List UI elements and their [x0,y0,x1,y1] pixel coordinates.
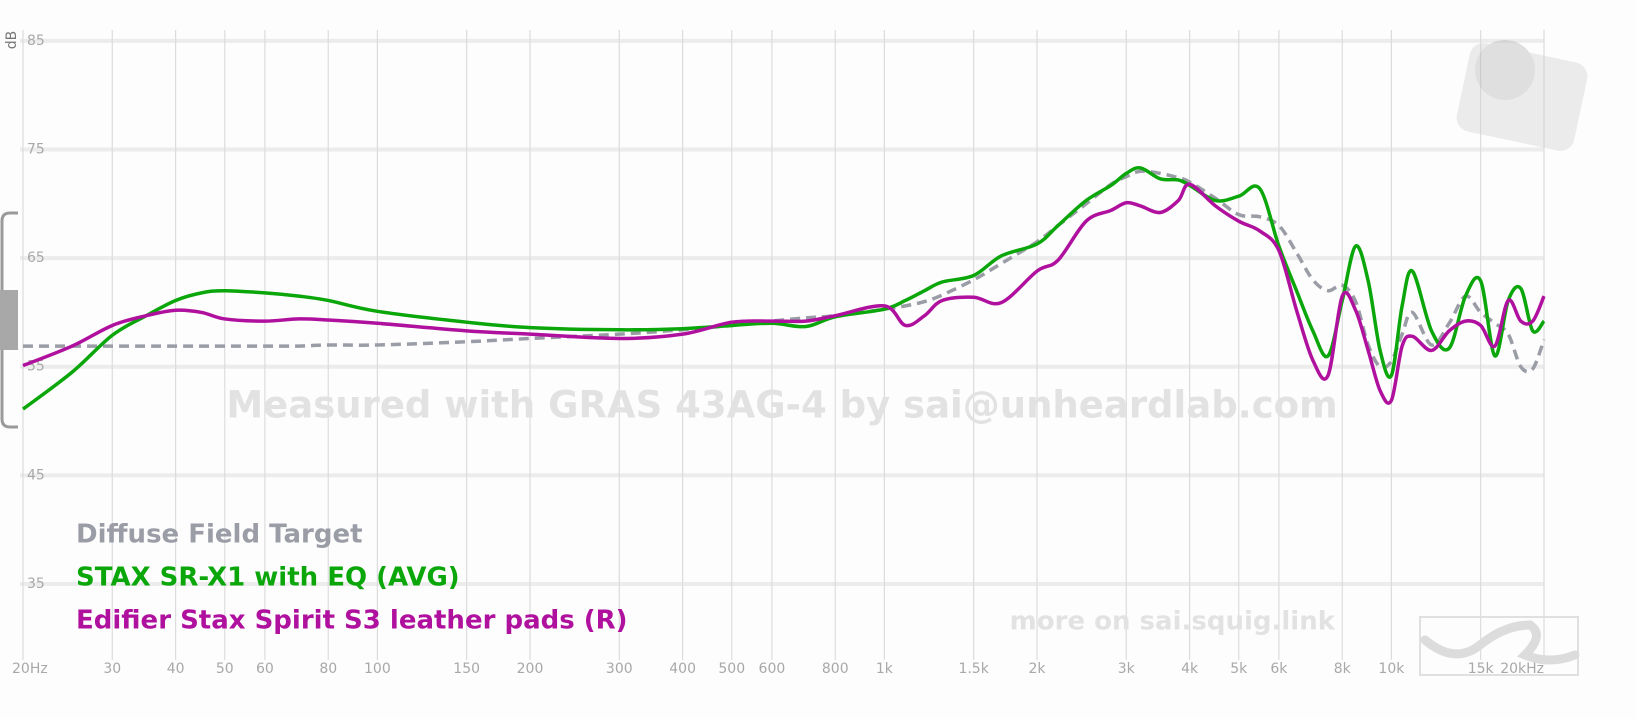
x-tick-label: 15k [1468,661,1495,677]
x-tick-label: 100 [364,661,391,677]
legend-entry: STAX SR-X1 with EQ (AVG) [76,563,460,593]
y-tick-label: 85 [27,33,45,49]
x-tick-label: 300 [606,661,633,677]
x-tick-label: 3k [1118,661,1136,677]
y-axis-label: dB [4,31,20,50]
x-tick-label: 8k [1334,661,1352,677]
x-tick-label: 800 [822,661,849,677]
x-tick-label: 6k [1270,661,1288,677]
legend-entry: Edifier Stax Spirit S3 leather pads (R) [76,606,628,636]
x-tick-label: 20Hz [12,661,48,677]
lines [21,166,1546,411]
watermark: Measured with GRAS 43AG-4 by sai@unheard… [226,384,1337,427]
x-tick-label: 5k [1230,661,1248,677]
scale-grip [0,290,18,350]
y-tick-label: 45 [27,467,45,483]
x-tick-label: 400 [669,661,696,677]
x-tick-label: 500 [718,661,745,677]
x-tick-label: 10k [1378,661,1405,677]
headphone-image [1456,40,1588,151]
x-tick-label: 1k [876,661,894,677]
series-line [22,182,1546,405]
series-line [21,166,1546,411]
x-tick-label: 50 [216,661,234,677]
x-tick-label: 30 [103,661,121,677]
x-tick-label: 4k [1181,661,1199,677]
legend: Diffuse Field Target STAX SR-X1 with EQ (… [76,520,628,636]
y-tick-label: 65 [27,250,45,266]
legend-entry: Diffuse Field Target [76,520,363,550]
x-tick-label: 150 [453,661,480,677]
x-tick-label: 200 [517,661,544,677]
x-tick-label: 80 [319,661,337,677]
logo-box [1419,616,1579,676]
x-tick-label: 1.5k [958,661,989,677]
y-tick-label: 75 [27,141,45,157]
x-tick-label: 60 [256,661,274,677]
x-tick-label: 600 [759,661,786,677]
logo-squiggle [1420,620,1580,665]
x-tick-label: 20kHz [1500,661,1544,677]
y-tick-label: 35 [27,576,45,592]
footer-link: more on sai.squig.link [1010,607,1336,637]
x-tick-label: 2k [1028,661,1046,677]
x-tick-label: 40 [167,661,185,677]
